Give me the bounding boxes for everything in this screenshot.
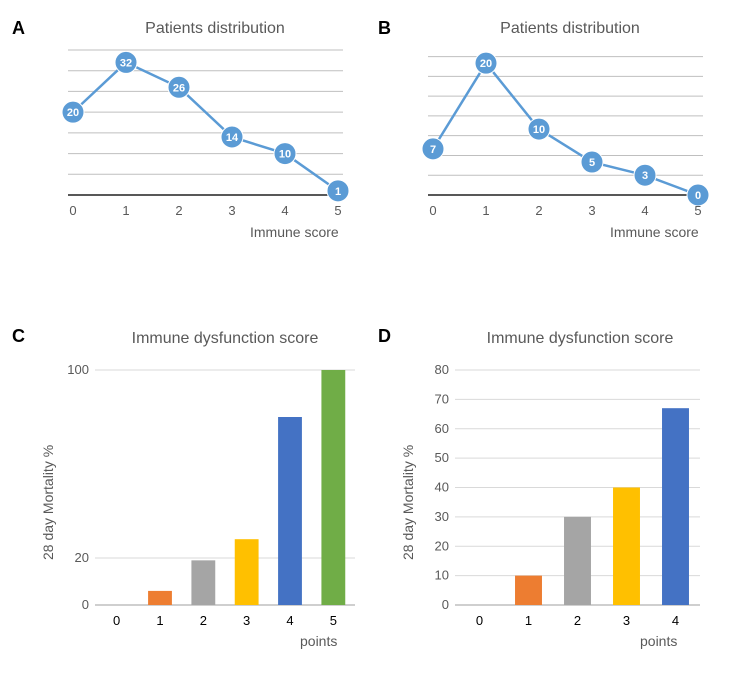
svg-text:1: 1 bbox=[156, 613, 163, 628]
svg-text:5: 5 bbox=[330, 613, 337, 628]
svg-text:60: 60 bbox=[435, 421, 449, 436]
svg-text:4: 4 bbox=[672, 613, 679, 628]
svg-text:10: 10 bbox=[533, 124, 545, 136]
svg-text:4: 4 bbox=[641, 203, 648, 218]
svg-text:100: 100 bbox=[67, 362, 89, 377]
svg-text:3: 3 bbox=[623, 613, 630, 628]
panel-a-title: Patients distribution bbox=[115, 20, 315, 38]
svg-text:5: 5 bbox=[589, 157, 595, 169]
svg-text:7: 7 bbox=[430, 144, 436, 156]
panel-b-label: B bbox=[378, 18, 391, 39]
panel-c-title: Immune dysfunction score bbox=[100, 330, 350, 348]
panel-c-chart: 0 20 100 0 1 2 3 4 5 bbox=[55, 360, 365, 640]
svg-text:3: 3 bbox=[642, 170, 648, 182]
svg-text:1: 1 bbox=[482, 203, 489, 218]
svg-text:1: 1 bbox=[335, 186, 341, 198]
panel-c-xlabel: points bbox=[300, 633, 337, 649]
svg-text:10: 10 bbox=[435, 568, 449, 583]
svg-text:50: 50 bbox=[435, 450, 449, 465]
panel-c-label: C bbox=[12, 326, 25, 347]
svg-text:2: 2 bbox=[200, 613, 207, 628]
svg-text:14: 14 bbox=[226, 132, 239, 144]
svg-text:1: 1 bbox=[525, 613, 532, 628]
svg-text:5: 5 bbox=[334, 203, 341, 218]
panel-b-xlabel: Immune score bbox=[610, 224, 699, 240]
svg-text:3: 3 bbox=[228, 203, 235, 218]
panel-c-ylabel: 28 day Mortality % bbox=[40, 445, 56, 560]
panel-b-chart: 7 20 10 5 3 0 0 1 2 3 4 5 bbox=[415, 45, 715, 220]
svg-text:40: 40 bbox=[435, 480, 449, 495]
svg-text:4: 4 bbox=[286, 613, 293, 628]
panel-d-ylabel: 28 day Mortality % bbox=[400, 445, 416, 560]
svg-text:5: 5 bbox=[694, 203, 701, 218]
svg-text:32: 32 bbox=[120, 57, 132, 69]
svg-text:0: 0 bbox=[476, 613, 483, 628]
svg-text:2: 2 bbox=[574, 613, 581, 628]
svg-text:2: 2 bbox=[535, 203, 542, 218]
panel-a-xlabel: Immune score bbox=[250, 224, 339, 240]
svg-text:0: 0 bbox=[69, 203, 76, 218]
panel-d-label: D bbox=[378, 326, 391, 347]
svg-text:70: 70 bbox=[435, 391, 449, 406]
svg-text:0: 0 bbox=[113, 613, 120, 628]
panel-a-chart: 20322614101012345 bbox=[55, 45, 355, 220]
svg-text:4: 4 bbox=[281, 203, 288, 218]
svg-text:0: 0 bbox=[82, 597, 89, 612]
panel-a-label: A bbox=[12, 18, 25, 39]
svg-text:20: 20 bbox=[480, 58, 492, 70]
panel-d-title: Immune dysfunction score bbox=[450, 330, 710, 348]
svg-text:3: 3 bbox=[588, 203, 595, 218]
svg-text:30: 30 bbox=[435, 509, 449, 524]
svg-text:26: 26 bbox=[173, 82, 185, 94]
svg-text:20: 20 bbox=[67, 107, 79, 119]
svg-text:0: 0 bbox=[429, 203, 436, 218]
svg-text:20: 20 bbox=[75, 550, 89, 565]
svg-text:0: 0 bbox=[695, 190, 701, 202]
panel-b-title: Patients distribution bbox=[470, 20, 670, 38]
svg-text:0: 0 bbox=[442, 597, 449, 612]
svg-text:2: 2 bbox=[175, 203, 182, 218]
svg-text:1: 1 bbox=[122, 203, 129, 218]
svg-text:10: 10 bbox=[279, 149, 291, 161]
panel-d-chart: 0 10 20 30 40 50 60 70 80 0 1 2 3 4 bbox=[415, 360, 715, 640]
svg-text:80: 80 bbox=[435, 362, 449, 377]
svg-text:3: 3 bbox=[243, 613, 250, 628]
panel-d-xlabel: points bbox=[640, 633, 677, 649]
svg-text:20: 20 bbox=[435, 538, 449, 553]
figure-root: A Patients distribution 2032261410101234… bbox=[0, 0, 746, 684]
